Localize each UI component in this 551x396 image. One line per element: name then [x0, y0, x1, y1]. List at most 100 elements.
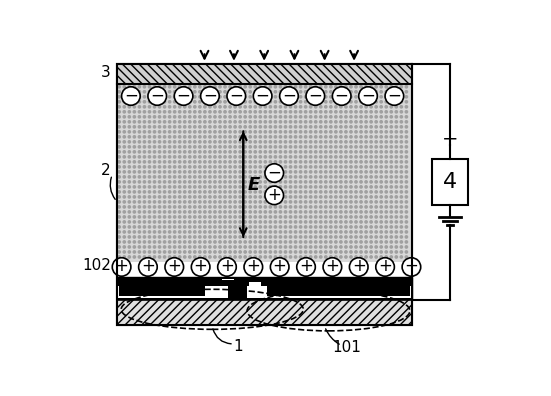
Circle shape — [334, 146, 337, 148]
Circle shape — [345, 116, 347, 118]
Circle shape — [199, 106, 201, 108]
Circle shape — [350, 241, 352, 243]
Circle shape — [385, 141, 387, 143]
Circle shape — [249, 136, 251, 138]
Circle shape — [405, 241, 408, 243]
Circle shape — [299, 116, 302, 118]
Circle shape — [123, 106, 126, 108]
Circle shape — [385, 236, 387, 238]
Circle shape — [143, 110, 145, 113]
Circle shape — [370, 226, 372, 228]
Circle shape — [219, 121, 221, 123]
Circle shape — [269, 116, 272, 118]
Circle shape — [395, 221, 397, 223]
Circle shape — [334, 211, 337, 213]
Circle shape — [325, 106, 327, 108]
Circle shape — [375, 251, 377, 253]
Circle shape — [128, 126, 131, 128]
Circle shape — [188, 121, 191, 123]
Circle shape — [244, 151, 246, 153]
Circle shape — [375, 161, 377, 163]
Circle shape — [123, 91, 126, 93]
Circle shape — [118, 206, 121, 208]
Circle shape — [193, 136, 196, 138]
Circle shape — [329, 221, 332, 223]
Circle shape — [183, 141, 186, 143]
Circle shape — [209, 171, 211, 173]
Circle shape — [284, 161, 287, 163]
Circle shape — [320, 151, 322, 153]
Circle shape — [269, 176, 272, 178]
Circle shape — [305, 96, 307, 98]
Circle shape — [350, 106, 352, 108]
Circle shape — [310, 126, 312, 128]
Circle shape — [234, 256, 236, 258]
Circle shape — [143, 166, 145, 168]
Circle shape — [183, 231, 186, 233]
Circle shape — [284, 181, 287, 183]
Circle shape — [209, 221, 211, 223]
Circle shape — [188, 106, 191, 108]
Circle shape — [315, 116, 317, 118]
Circle shape — [254, 146, 256, 148]
Circle shape — [310, 146, 312, 148]
Circle shape — [219, 176, 221, 178]
Circle shape — [350, 191, 352, 193]
Circle shape — [214, 86, 216, 88]
Circle shape — [214, 201, 216, 203]
Circle shape — [234, 186, 236, 188]
Circle shape — [320, 96, 322, 98]
Circle shape — [164, 186, 166, 188]
Circle shape — [123, 156, 126, 158]
Circle shape — [299, 196, 302, 198]
Circle shape — [229, 231, 231, 233]
Circle shape — [193, 251, 196, 253]
Circle shape — [204, 211, 206, 213]
Circle shape — [138, 181, 141, 183]
Circle shape — [400, 161, 403, 163]
Circle shape — [193, 151, 196, 153]
Circle shape — [284, 126, 287, 128]
Circle shape — [169, 176, 171, 178]
Circle shape — [133, 126, 136, 128]
Circle shape — [289, 256, 291, 258]
Circle shape — [269, 121, 272, 123]
Circle shape — [209, 161, 211, 163]
Circle shape — [365, 141, 368, 143]
Circle shape — [279, 206, 282, 208]
Circle shape — [224, 121, 226, 123]
Circle shape — [179, 136, 181, 138]
Circle shape — [365, 196, 368, 198]
Circle shape — [284, 136, 287, 138]
Circle shape — [310, 201, 312, 203]
Circle shape — [340, 256, 342, 258]
Circle shape — [395, 131, 397, 133]
Circle shape — [234, 126, 236, 128]
Circle shape — [360, 141, 362, 143]
Circle shape — [244, 161, 246, 163]
Circle shape — [375, 216, 377, 218]
Circle shape — [239, 211, 241, 213]
Circle shape — [183, 176, 186, 178]
Circle shape — [329, 186, 332, 188]
Circle shape — [345, 101, 347, 103]
Circle shape — [138, 251, 141, 253]
Circle shape — [158, 116, 161, 118]
Circle shape — [118, 176, 121, 178]
Circle shape — [269, 106, 272, 108]
Circle shape — [269, 110, 272, 113]
Circle shape — [169, 211, 171, 213]
Circle shape — [158, 131, 161, 133]
Circle shape — [133, 166, 136, 168]
Circle shape — [234, 201, 236, 203]
Circle shape — [264, 146, 267, 148]
Circle shape — [365, 226, 368, 228]
Circle shape — [334, 226, 337, 228]
Circle shape — [214, 126, 216, 128]
Circle shape — [294, 151, 297, 153]
Circle shape — [325, 91, 327, 93]
Circle shape — [249, 106, 251, 108]
Circle shape — [375, 110, 377, 113]
Circle shape — [284, 256, 287, 258]
Circle shape — [199, 166, 201, 168]
